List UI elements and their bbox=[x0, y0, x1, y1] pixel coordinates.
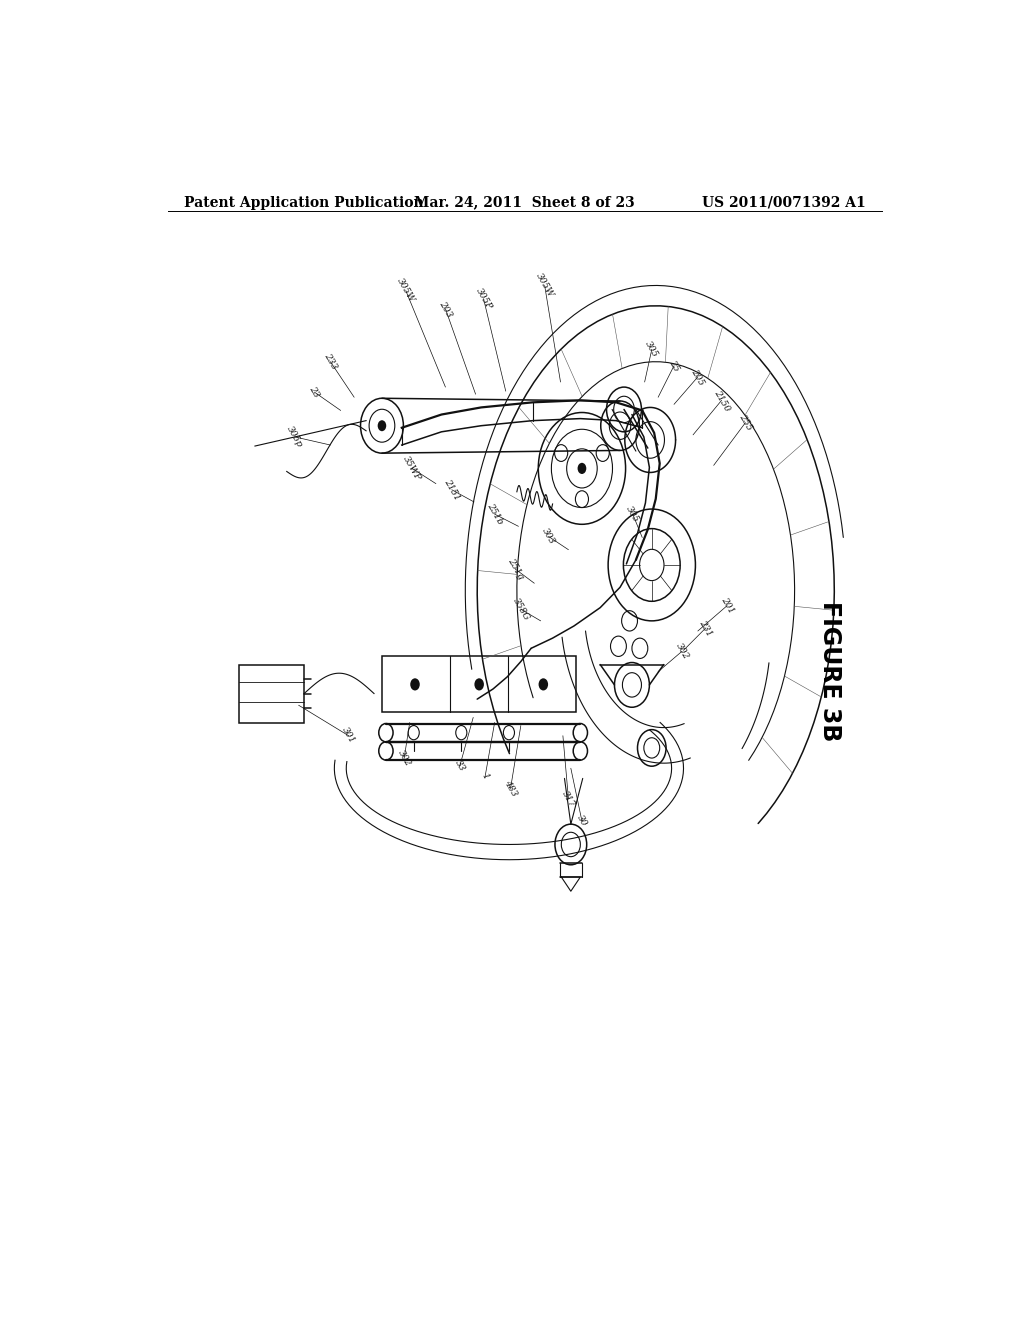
Text: US 2011/0071392 A1: US 2011/0071392 A1 bbox=[702, 195, 866, 210]
Bar bbox=[240, 664, 304, 722]
Circle shape bbox=[539, 678, 548, 690]
Circle shape bbox=[411, 678, 420, 690]
Text: 302: 302 bbox=[396, 748, 413, 768]
Text: 317: 317 bbox=[560, 789, 577, 808]
Text: 358G: 358G bbox=[512, 597, 531, 623]
Text: 30: 30 bbox=[575, 814, 589, 829]
Text: 255: 255 bbox=[737, 413, 754, 433]
Text: 2151: 2151 bbox=[442, 478, 462, 502]
Text: 25: 25 bbox=[668, 359, 681, 374]
Text: Patent Application Publication: Patent Application Publication bbox=[183, 195, 423, 210]
Bar bbox=[382, 656, 577, 713]
Text: 33: 33 bbox=[453, 759, 467, 774]
Text: 35WP: 35WP bbox=[401, 454, 423, 482]
Text: 305: 305 bbox=[625, 504, 641, 524]
Text: 231: 231 bbox=[697, 618, 714, 638]
Text: 303: 303 bbox=[541, 527, 557, 546]
Text: 251b: 251b bbox=[485, 502, 504, 527]
Text: FIGURE 3B: FIGURE 3B bbox=[818, 602, 843, 742]
Text: 302: 302 bbox=[674, 642, 690, 661]
Text: 23: 23 bbox=[308, 385, 322, 400]
Text: 203: 203 bbox=[437, 300, 454, 318]
Circle shape bbox=[474, 678, 484, 690]
Text: 305p: 305p bbox=[285, 425, 304, 449]
Text: 233: 233 bbox=[323, 352, 339, 371]
Text: 305W: 305W bbox=[395, 277, 417, 304]
Text: 305: 305 bbox=[643, 339, 660, 359]
Text: Mar. 24, 2011  Sheet 8 of 23: Mar. 24, 2011 Sheet 8 of 23 bbox=[415, 195, 635, 210]
Text: 201: 201 bbox=[719, 595, 735, 615]
Text: 305W: 305W bbox=[535, 272, 555, 300]
Circle shape bbox=[578, 463, 587, 474]
Text: 301: 301 bbox=[340, 726, 356, 746]
Text: 1: 1 bbox=[480, 772, 490, 781]
Circle shape bbox=[378, 420, 386, 432]
Text: 2150: 2150 bbox=[712, 388, 731, 413]
Text: 483: 483 bbox=[503, 779, 519, 799]
Text: 305P: 305P bbox=[474, 286, 494, 312]
Text: 251g: 251g bbox=[506, 557, 525, 581]
Text: 205: 205 bbox=[689, 367, 706, 387]
